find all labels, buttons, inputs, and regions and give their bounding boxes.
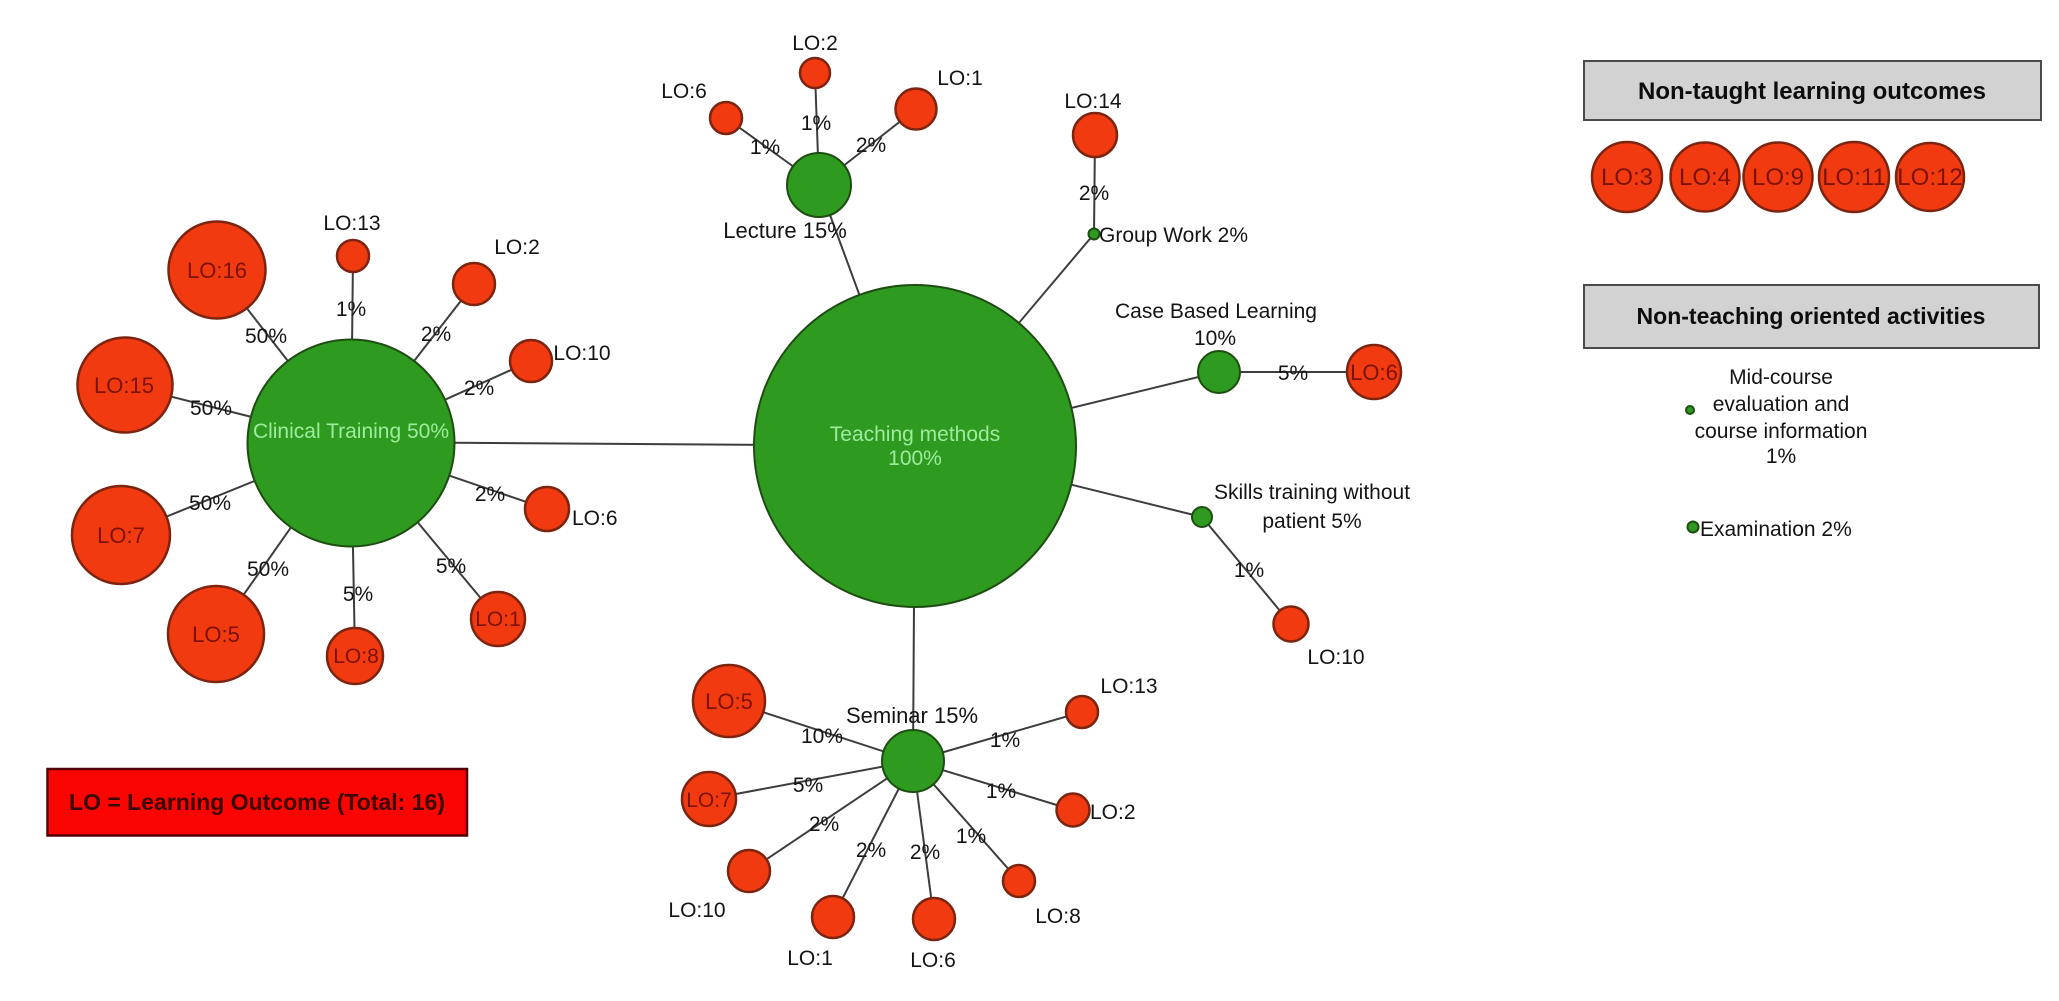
svg-text:Non-taught learning outcomes: Non-taught learning outcomes <box>1638 78 1986 105</box>
svg-text:2%: 2% <box>1079 182 1109 205</box>
svg-text:LO:6: LO:6 <box>572 507 618 530</box>
svg-text:LO:1: LO:1 <box>475 608 521 631</box>
svg-text:LO:2: LO:2 <box>494 236 540 259</box>
svg-text:LO:10: LO:10 <box>668 899 725 922</box>
svg-text:LO = Learning Outcome (Total:: LO = Learning Outcome (Total: 16) <box>69 789 445 815</box>
svg-text:LO:4: LO:4 <box>1679 164 1731 191</box>
svg-text:Non-teaching oriented activiti: Non-teaching oriented activities <box>1637 303 1986 329</box>
svg-text:LO:2: LO:2 <box>1090 801 1136 824</box>
svg-text:Group Work 2%: Group Work 2% <box>1099 224 1248 247</box>
svg-text:2%: 2% <box>809 813 839 836</box>
svg-text:LO:15: LO:15 <box>94 373 154 398</box>
svg-text:2%: 2% <box>856 839 886 862</box>
svg-text:5%: 5% <box>793 774 823 797</box>
svg-text:LO:13: LO:13 <box>1100 675 1157 698</box>
svg-text:LO:8: LO:8 <box>1035 905 1081 928</box>
svg-text:5%: 5% <box>1278 362 1308 385</box>
svg-text:LO:11: LO:11 <box>1822 164 1886 191</box>
svg-text:5%: 5% <box>436 555 466 578</box>
svg-text:1%: 1% <box>990 729 1020 752</box>
svg-text:course information: course information <box>1695 420 1868 443</box>
svg-text:2%: 2% <box>475 483 505 506</box>
svg-text:Skills training without: Skills training without <box>1214 481 1410 504</box>
svg-text:1%: 1% <box>956 825 986 848</box>
svg-text:LO:2: LO:2 <box>792 32 838 55</box>
svg-text:patient 5%: patient 5% <box>1262 510 1361 533</box>
svg-text:5%: 5% <box>343 583 373 606</box>
svg-text:LO:7: LO:7 <box>97 523 145 548</box>
svg-text:LO:1: LO:1 <box>937 67 983 90</box>
svg-text:LO:3: LO:3 <box>1601 164 1653 191</box>
svg-text:2%: 2% <box>421 323 451 346</box>
svg-text:LO:12: LO:12 <box>1897 164 1962 191</box>
svg-text:LO:10: LO:10 <box>553 342 610 365</box>
svg-text:LO:6: LO:6 <box>661 80 707 103</box>
svg-text:LO:1: LO:1 <box>787 947 833 970</box>
svg-text:50%: 50% <box>247 558 289 581</box>
svg-text:LO:5: LO:5 <box>705 689 753 714</box>
svg-text:Seminar 15%: Seminar 15% <box>846 703 978 728</box>
svg-text:Lecture 15%: Lecture 15% <box>723 218 847 243</box>
svg-text:1%: 1% <box>1766 445 1796 468</box>
svg-text:50%: 50% <box>245 325 287 348</box>
svg-text:LO:13: LO:13 <box>323 212 380 235</box>
svg-text:1%: 1% <box>986 780 1016 803</box>
svg-text:1%: 1% <box>750 136 780 159</box>
svg-text:LO:10: LO:10 <box>1307 646 1364 669</box>
svg-text:Teaching methods: Teaching methods <box>830 423 1000 446</box>
svg-text:1%: 1% <box>801 112 831 135</box>
svg-text:100%: 100% <box>888 447 942 470</box>
svg-text:Clinical Training 50%: Clinical Training 50% <box>253 420 449 443</box>
svg-text:1%: 1% <box>336 298 366 321</box>
svg-text:Mid-course: Mid-course <box>1729 366 1833 389</box>
svg-text:LO:9: LO:9 <box>1752 164 1804 191</box>
svg-text:50%: 50% <box>189 492 231 515</box>
svg-text:Examination 2%: Examination 2% <box>1700 518 1852 541</box>
svg-text:2%: 2% <box>464 377 494 400</box>
svg-text:LO:5: LO:5 <box>192 622 240 647</box>
svg-text:10%: 10% <box>1194 327 1236 350</box>
svg-text:LO:14: LO:14 <box>1064 90 1122 113</box>
svg-text:LO:16: LO:16 <box>187 258 247 283</box>
svg-text:2%: 2% <box>910 841 940 864</box>
svg-text:LO:6: LO:6 <box>1350 360 1398 385</box>
svg-text:50%: 50% <box>190 397 232 420</box>
svg-text:2%: 2% <box>856 134 886 157</box>
svg-text:10%: 10% <box>801 725 843 748</box>
svg-text:LO:6: LO:6 <box>910 949 956 972</box>
svg-text:LO:8: LO:8 <box>333 645 379 668</box>
svg-text:evaluation and: evaluation and <box>1713 393 1850 416</box>
svg-text:Case Based Learning: Case Based Learning <box>1115 300 1317 323</box>
svg-text:1%: 1% <box>1234 559 1264 582</box>
svg-text:LO:7: LO:7 <box>686 789 732 812</box>
